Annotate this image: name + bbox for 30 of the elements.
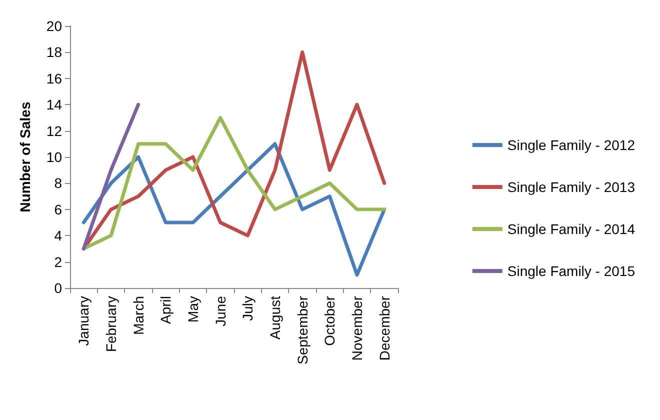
y-tick-label: 2 — [54, 254, 62, 270]
x-tick-label: August — [267, 296, 283, 340]
y-tick-label: 8 — [54, 175, 62, 192]
y-tick-label: 0 — [54, 280, 62, 296]
y-axis-title: Number of Sales — [17, 102, 33, 212]
legend-label: Single Family - 2015 — [507, 263, 636, 279]
line-series — [82, 142, 386, 277]
x-tick-label: February — [103, 296, 119, 352]
y-tick-label: 6 — [54, 201, 62, 218]
y-tick-label: 12 — [46, 122, 62, 139]
y-tick-label: 16 — [46, 70, 62, 86]
y-tick-label: 4 — [54, 228, 62, 244]
x-tick-label: April — [158, 296, 174, 324]
y-tick-label: 20 — [46, 18, 62, 34]
x-tick-label: September — [294, 296, 310, 364]
x-tick-label: March — [130, 296, 146, 335]
x-tick-label: December — [376, 296, 392, 361]
y-tick-label: 14 — [46, 96, 62, 113]
x-tick-label: October — [322, 296, 338, 346]
x-tick-label: January — [76, 296, 92, 346]
x-tick-label: November — [349, 296, 365, 361]
legend-label: Single Family - 2014 — [507, 221, 636, 237]
x-tick-label: May — [185, 296, 201, 322]
line-series — [82, 116, 386, 250]
y-tick-label: 18 — [46, 44, 62, 60]
legend-label: Single Family - 2013 — [507, 179, 636, 195]
legend-label: Single Family - 2012 — [507, 137, 636, 153]
x-tick-label: June — [212, 296, 228, 326]
x-tick-label: July — [240, 296, 256, 321]
y-tick-label: 10 — [46, 149, 62, 165]
